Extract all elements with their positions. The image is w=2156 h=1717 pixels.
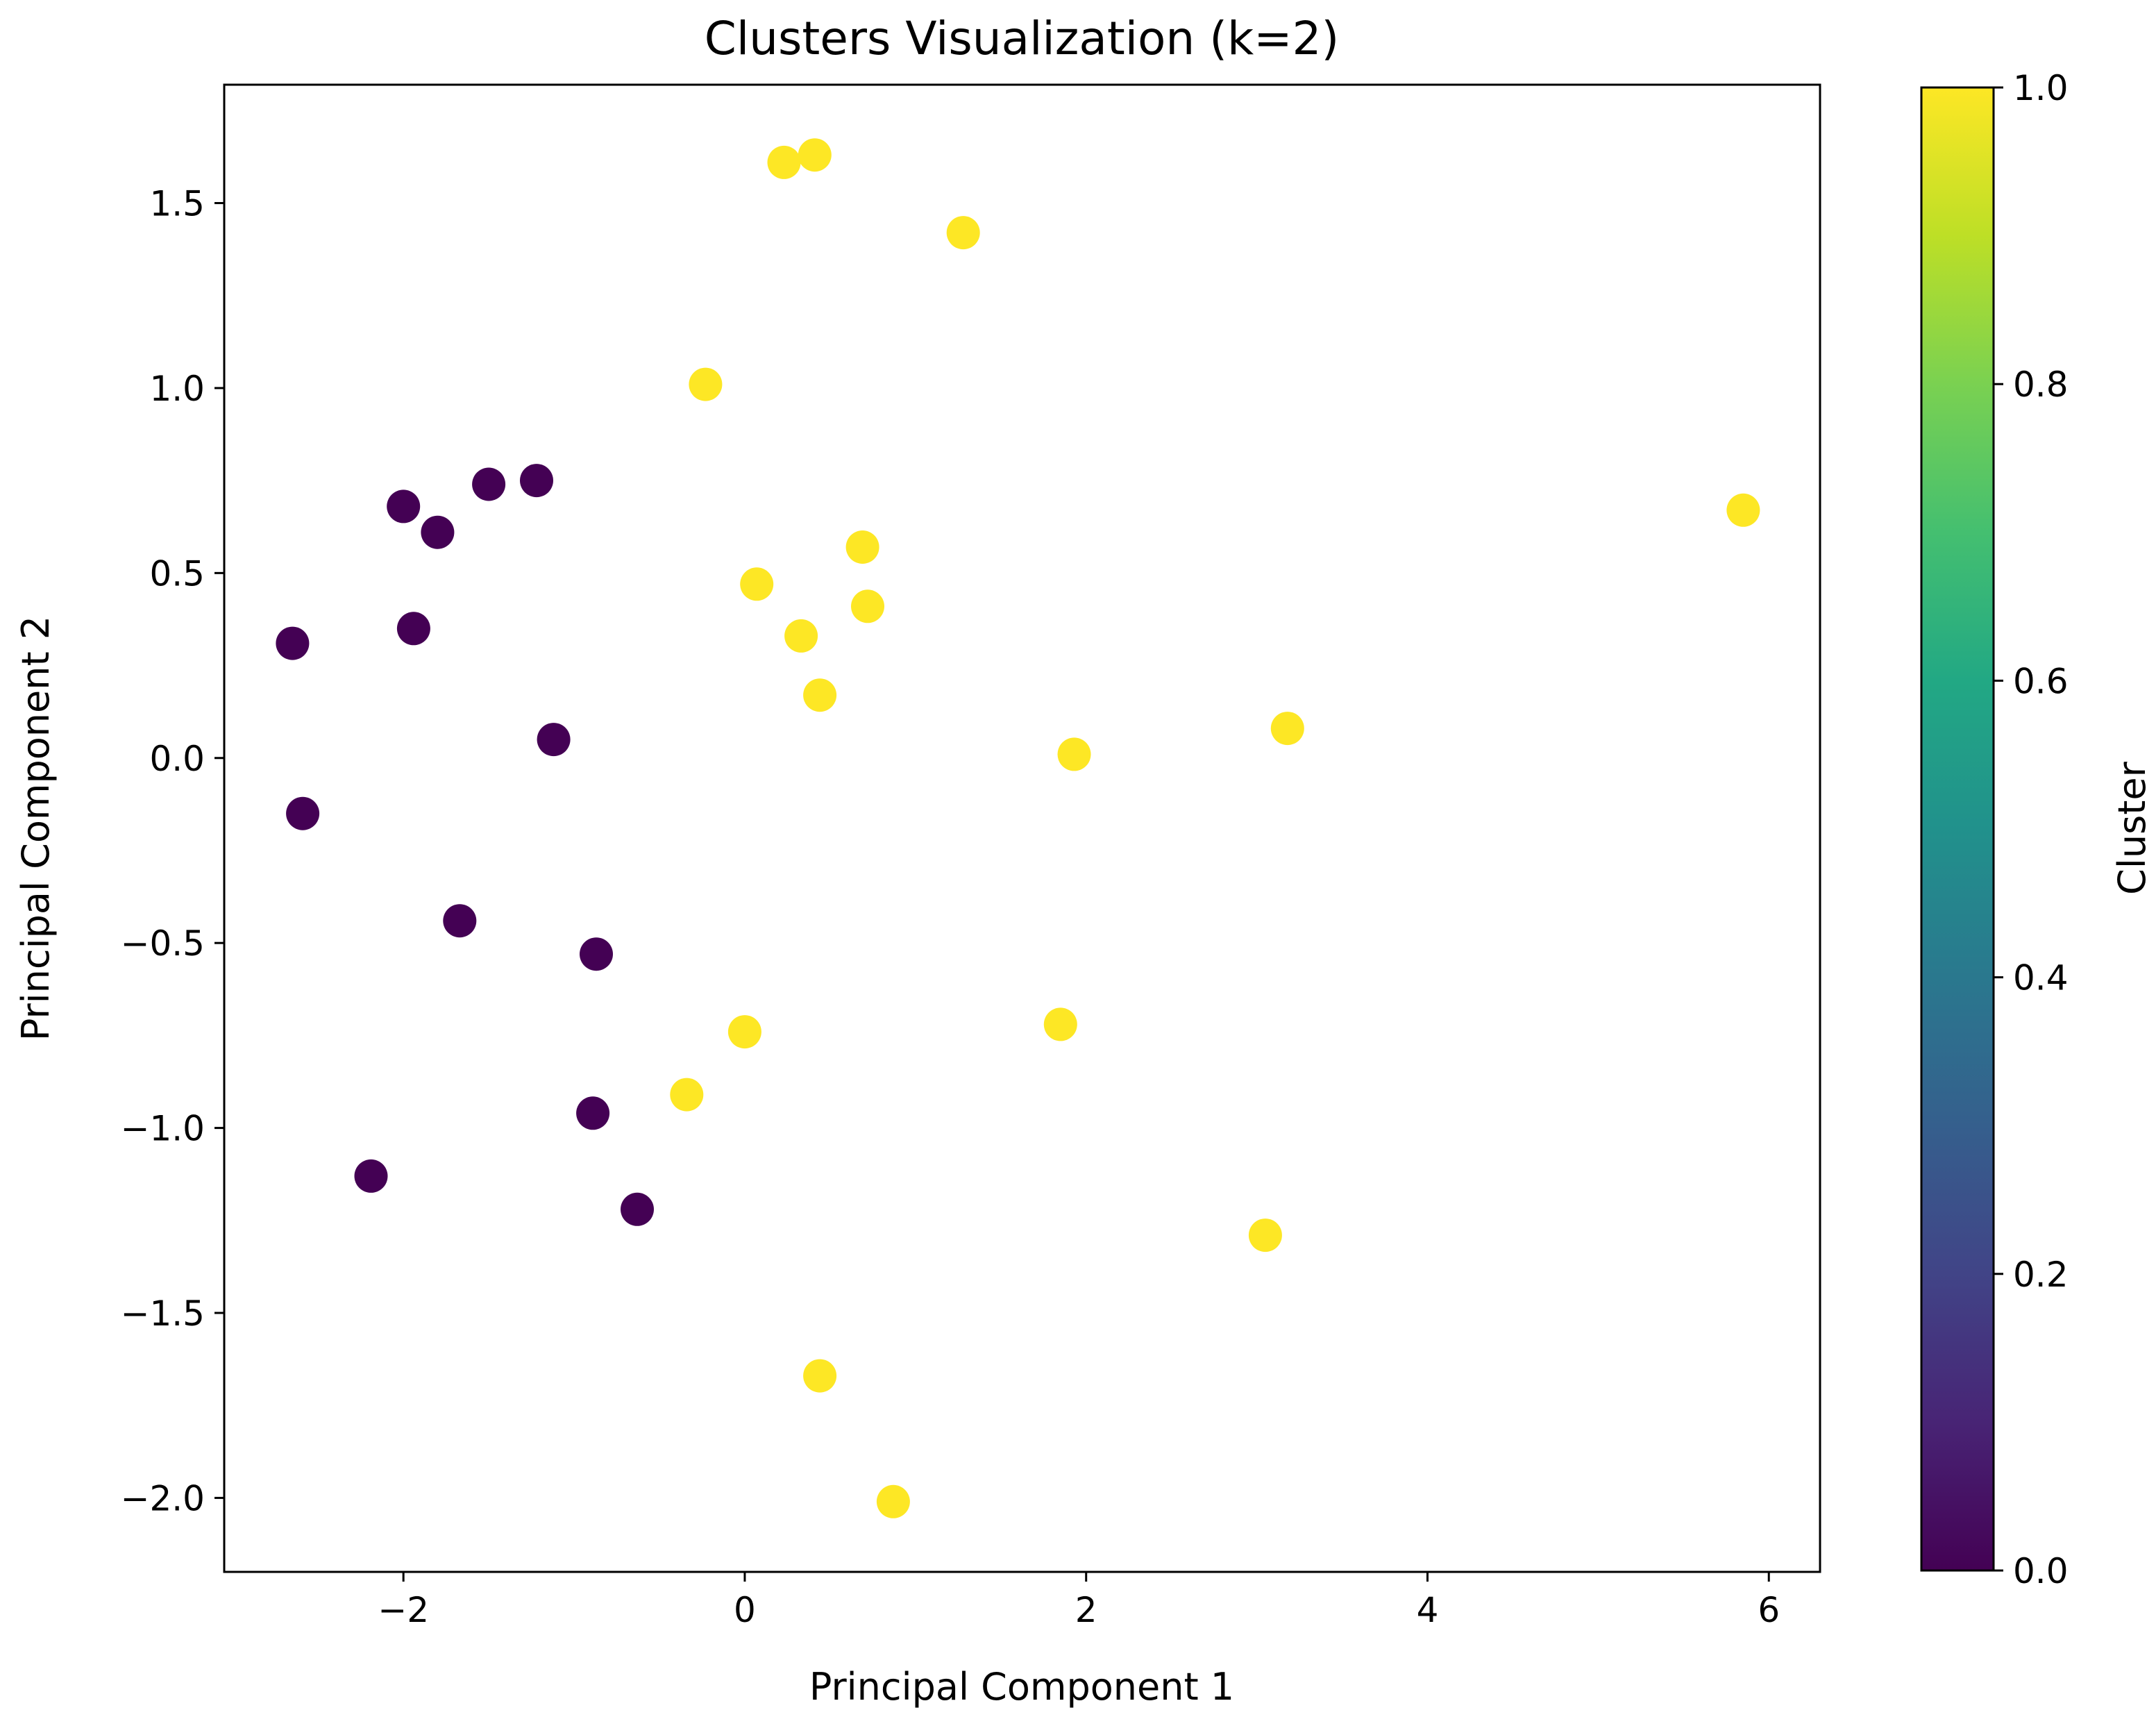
data-point-cluster-0 bbox=[580, 937, 613, 971]
data-point-cluster-1 bbox=[767, 145, 801, 179]
data-point-cluster-0 bbox=[396, 612, 430, 646]
data-point-cluster-1 bbox=[670, 1078, 704, 1112]
colorbar-ticks: 0.0 0.2 0.4 0.6 0.8 1.0 bbox=[1994, 68, 2069, 1591]
data-point-cluster-1 bbox=[740, 567, 774, 601]
data-point-cluster-0 bbox=[621, 1192, 654, 1226]
x-tick-label: −2 bbox=[378, 1590, 429, 1630]
x-tick-label: 4 bbox=[1417, 1590, 1439, 1630]
colorbar-tick-label: 0.4 bbox=[2013, 958, 2069, 998]
data-point-cluster-1 bbox=[1057, 737, 1091, 771]
y-tick-label: 1.0 bbox=[149, 369, 205, 409]
y-tick-label: −1.5 bbox=[121, 1293, 205, 1334]
data-point-cluster-1 bbox=[803, 678, 837, 712]
data-point-cluster-1 bbox=[876, 1484, 910, 1518]
y-tick-label: −2.0 bbox=[121, 1478, 205, 1518]
colorbar-tick-label: 0.8 bbox=[2013, 365, 2069, 405]
x-tick-label: 0 bbox=[734, 1590, 756, 1630]
data-point-cluster-0 bbox=[354, 1159, 388, 1193]
y-tick-label: 1.5 bbox=[149, 184, 205, 224]
data-point-cluster-1 bbox=[689, 367, 723, 401]
data-point-cluster-1 bbox=[1726, 493, 1760, 527]
data-point-cluster-1 bbox=[1248, 1218, 1282, 1253]
data-point-cluster-1 bbox=[803, 1359, 837, 1393]
y-tick-label: −1.0 bbox=[121, 1109, 205, 1149]
y-axis-label: Principal Component 2 bbox=[14, 616, 58, 1041]
data-point-cluster-1 bbox=[1043, 1007, 1077, 1041]
data-point-cluster-1 bbox=[845, 530, 879, 564]
data-point-cluster-0 bbox=[421, 515, 455, 549]
colorbar-tick-label: 1.0 bbox=[2013, 68, 2069, 108]
chart-title: Clusters Visualization (k=2) bbox=[705, 12, 1340, 65]
plot-area-frame bbox=[223, 83, 1821, 1573]
data-point-cluster-0 bbox=[286, 796, 320, 830]
data-point-cluster-0 bbox=[537, 723, 571, 757]
data-point-cluster-1 bbox=[798, 138, 832, 172]
colorbar-tick-label: 0.2 bbox=[2013, 1255, 2069, 1295]
data-point-cluster-0 bbox=[576, 1096, 610, 1130]
y-tick-label: 0.5 bbox=[149, 553, 205, 594]
data-point-cluster-1 bbox=[1270, 712, 1304, 746]
data-point-cluster-1 bbox=[784, 619, 818, 653]
x-axis-label: Principal Component 1 bbox=[809, 1665, 1234, 1709]
data-point-cluster-1 bbox=[946, 216, 980, 250]
data-point-cluster-0 bbox=[443, 904, 477, 938]
y-tick-label: 0.0 bbox=[149, 739, 205, 779]
colorbar-tick-label: 0.6 bbox=[2013, 661, 2069, 701]
data-point-cluster-0 bbox=[276, 626, 310, 660]
colorbar-tick-label: 0.0 bbox=[2013, 1551, 2069, 1591]
data-point-cluster-1 bbox=[851, 589, 884, 623]
data-point-cluster-0 bbox=[520, 464, 553, 498]
x-tick-label: 2 bbox=[1075, 1590, 1097, 1630]
data-points bbox=[276, 138, 1760, 1518]
x-axis-ticks: −2 0 2 4 6 bbox=[378, 1572, 1780, 1630]
y-axis-ticks: −2.0 −1.5 −1.0 −0.5 0.0 0.5 1.0 1.5 bbox=[121, 184, 224, 1518]
x-tick-label: 6 bbox=[1758, 1590, 1780, 1630]
colorbar-label: Cluster bbox=[2110, 761, 2154, 894]
data-point-cluster-0 bbox=[472, 467, 506, 501]
y-tick-label: −0.5 bbox=[121, 923, 205, 964]
data-point-cluster-0 bbox=[387, 489, 421, 524]
data-point-cluster-1 bbox=[727, 1015, 761, 1049]
colorbar bbox=[1920, 86, 1995, 1572]
